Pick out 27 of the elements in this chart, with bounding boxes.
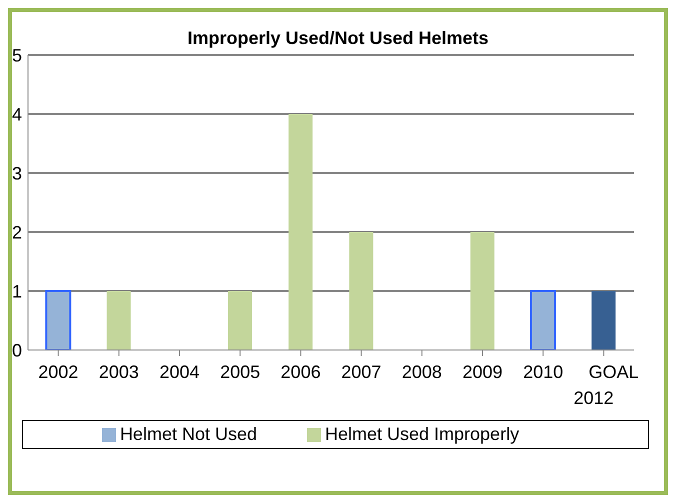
y-tick-label: 5 (12, 45, 22, 66)
y-tick-label: 1 (12, 281, 22, 302)
y-tick-label: 3 (12, 163, 22, 184)
y-tick-label: 0 (12, 340, 22, 360)
y-tick-label: 2 (12, 222, 22, 242)
legend-label: Helmet Used Improperly (325, 424, 520, 444)
bar (592, 291, 616, 350)
x-tick-label: 2007 (341, 362, 382, 382)
y-tick-label: 4 (12, 104, 22, 124)
x-tick-label: 2005 (220, 362, 260, 382)
bar (349, 232, 374, 350)
x-tick-label: 2006 (280, 362, 321, 382)
chart-title: Improperly Used/Not Used Helmets (187, 28, 489, 48)
x-tick-label: 2002 (38, 362, 78, 382)
x-tick-label: 2003 (98, 362, 139, 382)
x-tick-label: 2004 (159, 362, 200, 382)
x-tick-label: 2008 (402, 362, 442, 382)
x-tick-label: 2010 (523, 362, 564, 382)
bar (288, 114, 313, 350)
bar (530, 290, 556, 350)
x-tick-label: GOAL 2012 (574, 362, 639, 408)
bar (45, 290, 72, 350)
bar (228, 291, 252, 350)
bar (470, 232, 494, 350)
legend-label: Helmet Not Used (120, 424, 257, 444)
x-tick-label: 2009 (462, 362, 503, 382)
bar (106, 291, 131, 350)
